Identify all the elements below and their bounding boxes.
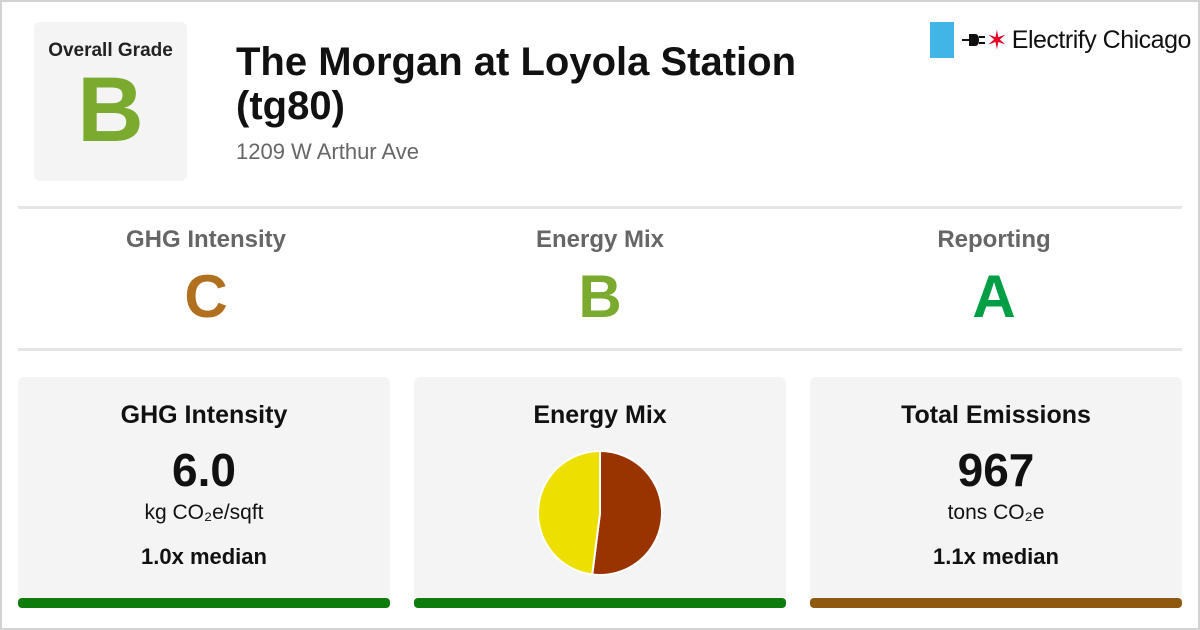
overall-grade-letter: B	[77, 59, 144, 161]
pie-slice-1	[537, 449, 601, 576]
overall-grade-box: Overall Grade B	[34, 22, 187, 181]
card-median: 1.1x median	[933, 544, 1059, 569]
divider-middle	[18, 348, 1182, 351]
ghg-intensity-card: GHG Intensity 6.0 kg CO₂e/sqft 1.0x medi…	[18, 377, 390, 608]
red-star-icon: ✶	[986, 25, 1008, 55]
brand-logo[interactable]: ✶ Electrify Chicago	[930, 22, 1191, 58]
chicago-flag-icon	[930, 22, 954, 58]
energy-mix-card: Energy Mix	[414, 377, 786, 608]
card-title: Total Emissions	[901, 401, 1091, 429]
subgrade-ghg: GHG Intensity C	[16, 226, 396, 328]
plug-icon	[962, 34, 985, 46]
subgrade-label: Reporting	[937, 226, 1051, 253]
subgrade-label: GHG Intensity	[125, 226, 287, 253]
card-status-bar	[414, 598, 786, 608]
brand-name: Electrify Chicago	[1011, 25, 1192, 54]
building-address: 1209 W Arthur Ave	[236, 139, 420, 164]
card-title: Energy Mix	[533, 401, 667, 429]
subgrade-letter: A	[972, 263, 1016, 330]
card-value: 967	[957, 444, 1035, 496]
pie-slice-0	[591, 449, 663, 576]
total-emissions-card: Total Emissions 967 tons CO₂e 1.1x media…	[810, 377, 1182, 608]
subgrade-energy-mix: Energy Mix B	[410, 226, 790, 328]
energy-mix-pie	[536, 449, 664, 577]
card-median: 1.0x median	[141, 544, 267, 569]
subgrade-letter: B	[578, 263, 622, 330]
subgrade-letter: C	[184, 263, 228, 330]
subgrade-reporting: Reporting A	[804, 226, 1184, 328]
card-unit: tons CO₂e	[947, 501, 1045, 524]
subgrade-label: Energy Mix	[535, 226, 665, 253]
card-status-bar	[810, 598, 1182, 608]
card-value: 6.0	[172, 444, 236, 496]
card-status-bar	[18, 598, 390, 608]
card-unit: kg CO₂e/sqft	[144, 501, 264, 524]
divider-top	[18, 206, 1182, 209]
pie-chart	[537, 449, 663, 576]
building-name: The Morgan at Loyola Station (tg80)	[236, 40, 797, 128]
overall-grade-label: Overall Grade	[48, 40, 173, 61]
card-title: GHG Intensity	[120, 401, 288, 429]
